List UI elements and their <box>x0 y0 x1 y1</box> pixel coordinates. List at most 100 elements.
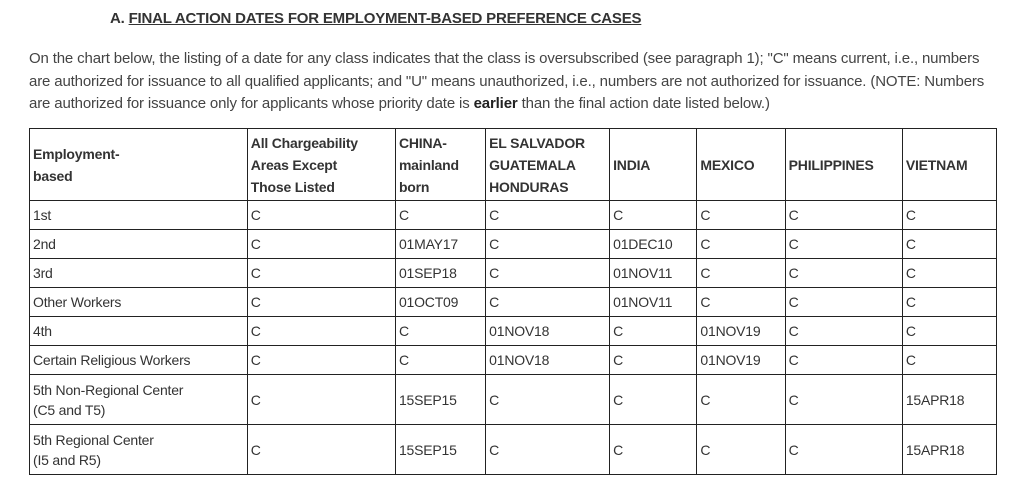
table-cell: C <box>784 424 903 475</box>
table-cell: C <box>485 258 611 288</box>
table-cell: 01NOV11 <box>609 287 698 317</box>
table-cell: C <box>784 316 903 346</box>
row-label: Other Workers <box>29 287 248 317</box>
cell-text: HONDURAS <box>489 178 569 195</box>
table-cell: C <box>246 316 396 346</box>
cell-text: EL SALVADOR <box>489 134 585 151</box>
table-cell: C <box>609 200 698 230</box>
cell-text: 4th <box>33 323 52 339</box>
section-heading-title: FINAL ACTION DATES FOR EMPLOYMENT-BASED … <box>128 10 642 27</box>
cell-text: INDIA <box>613 156 651 173</box>
row-label: Certain Religious Workers <box>29 345 248 375</box>
table-row: 2nd C 01MAY17 C 01DEC10 C C C <box>29 229 998 259</box>
table-cell: 01NOV18 <box>485 316 611 346</box>
table-cell: C <box>696 258 786 288</box>
table-cell: C <box>394 345 487 375</box>
intro-text-before: On the chart below, the listing of a dat… <box>29 50 985 112</box>
row-label: 5th Non-Regional Center (C5 and T5) <box>29 374 248 425</box>
table-cell: C <box>784 229 903 259</box>
table-cell: C <box>609 374 698 425</box>
cell-text: born <box>398 178 430 195</box>
row-label: 2nd <box>29 229 248 259</box>
column-header: INDIA <box>609 128 698 201</box>
table-row: Other Workers C 01OCT09 C 01NOV11 C C C <box>29 287 998 317</box>
table-cell: 01NOV19 <box>696 316 786 346</box>
column-header: All Chargeability Areas Except Those Liste… <box>246 128 396 201</box>
table-header-row: Employment-based All Chargeability Areas E… <box>29 128 998 201</box>
table-cell: C <box>485 287 611 317</box>
table-cell: C <box>696 200 786 230</box>
table-cell: C <box>784 258 903 288</box>
table-cell: 15APR18 <box>901 374 998 425</box>
cell-text: Employment- <box>33 145 120 162</box>
final-action-dates-table: Employment-based All Chargeability Areas E… <box>29 128 998 475</box>
table-cell: C <box>696 229 786 259</box>
intro-bold-word: earlier <box>473 95 518 112</box>
cell-text: Certain Religious Workers <box>33 352 191 368</box>
cell-text: based <box>33 167 73 184</box>
table-body: 1st C C C C C C C 2nd C 01MAY17 C 01DEC10 C C C 3rd C 01SE… <box>29 200 998 475</box>
cell-text: 1st <box>33 207 52 223</box>
column-header: EL SALVADOR GUATEMALA HONDURAS <box>485 128 611 201</box>
row-label: 1st <box>29 200 248 230</box>
cell-text: All Chargeability <box>250 134 358 151</box>
intro-text-after: than the final action date listed below.… <box>517 95 770 112</box>
column-header: MEXICO <box>696 128 786 201</box>
table-cell: 01MAY17 <box>394 229 487 259</box>
table-cell: 01OCT09 <box>394 287 487 317</box>
section-heading-prefix: A. <box>110 10 129 27</box>
section-heading: A. FINAL ACTION DATES FOR EMPLOYMENT-BAS… <box>110 10 642 27</box>
cell-text: GUATEMALA <box>489 156 576 173</box>
table-cell: C <box>246 287 396 317</box>
table-cell: C <box>901 345 998 375</box>
column-header: PHILIPPINES <box>784 128 903 201</box>
table-cell: C <box>901 229 998 259</box>
cell-text: Other Workers <box>33 294 122 310</box>
table-cell: 01SEP18 <box>394 258 487 288</box>
table-cell: 01DEC10 <box>609 229 698 259</box>
cell-text: 3rd <box>33 265 53 281</box>
column-header: Employment-based <box>29 128 248 201</box>
cell-text: 2nd <box>33 236 56 252</box>
table-cell: C <box>901 200 998 230</box>
table-cell: 15APR18 <box>901 424 998 475</box>
table-cell: C <box>485 424 611 475</box>
table-cell: C <box>609 316 698 346</box>
table-cell: 01NOV18 <box>485 345 611 375</box>
row-label: 3rd <box>29 258 248 288</box>
table-cell: C <box>246 200 396 230</box>
table-cell: C <box>901 258 998 288</box>
table-cell: C <box>696 424 786 475</box>
table-row: 5th Regional Center (I5 and R5) C 15SEP15 C C… <box>29 424 998 475</box>
table-cell: C <box>901 316 998 346</box>
table-cell: C <box>394 316 487 346</box>
cell-text: 5th Non-Regional Center <box>33 381 184 398</box>
table-row: 1st C C C C C C C <box>29 200 998 230</box>
table-cell: C <box>246 374 396 425</box>
cell-text: Areas Except <box>250 156 338 173</box>
table-row: 4th C C 01NOV18 C 01NOV19 C C <box>29 316 998 346</box>
intro-paragraph: On the chart below, the listing of a dat… <box>29 48 999 116</box>
row-label: 5th Regional Center (I5 and R5) <box>29 424 248 475</box>
table-cell: C <box>696 287 786 317</box>
cell-text: Those Listed <box>250 178 335 195</box>
table-cell: C <box>901 287 998 317</box>
cell-text: mainland <box>398 156 459 173</box>
table-cell: 01NOV11 <box>609 258 698 288</box>
cell-text: CHINA- <box>398 134 447 151</box>
table-row: 5th Non-Regional Center (C5 and T5) C 15SEP… <box>29 374 998 425</box>
table-cell: C <box>246 424 396 475</box>
table-cell: 01NOV19 <box>696 345 786 375</box>
table-row: 3rd C 01SEP18 C 01NOV11 C C C <box>29 258 998 288</box>
table-cell: C <box>485 200 611 230</box>
cell-text: PHILIPPINES <box>788 156 874 173</box>
cell-text: MEXICO <box>700 156 755 173</box>
table-cell: C <box>784 287 903 317</box>
table-cell: C <box>609 424 698 475</box>
table-cell: C <box>394 200 487 230</box>
cell-text: 5th Regional Center <box>33 431 154 448</box>
row-label: 4th <box>29 316 248 346</box>
table-cell: C <box>485 374 611 425</box>
table-cell: C <box>246 345 396 375</box>
table-cell: C <box>784 374 903 425</box>
